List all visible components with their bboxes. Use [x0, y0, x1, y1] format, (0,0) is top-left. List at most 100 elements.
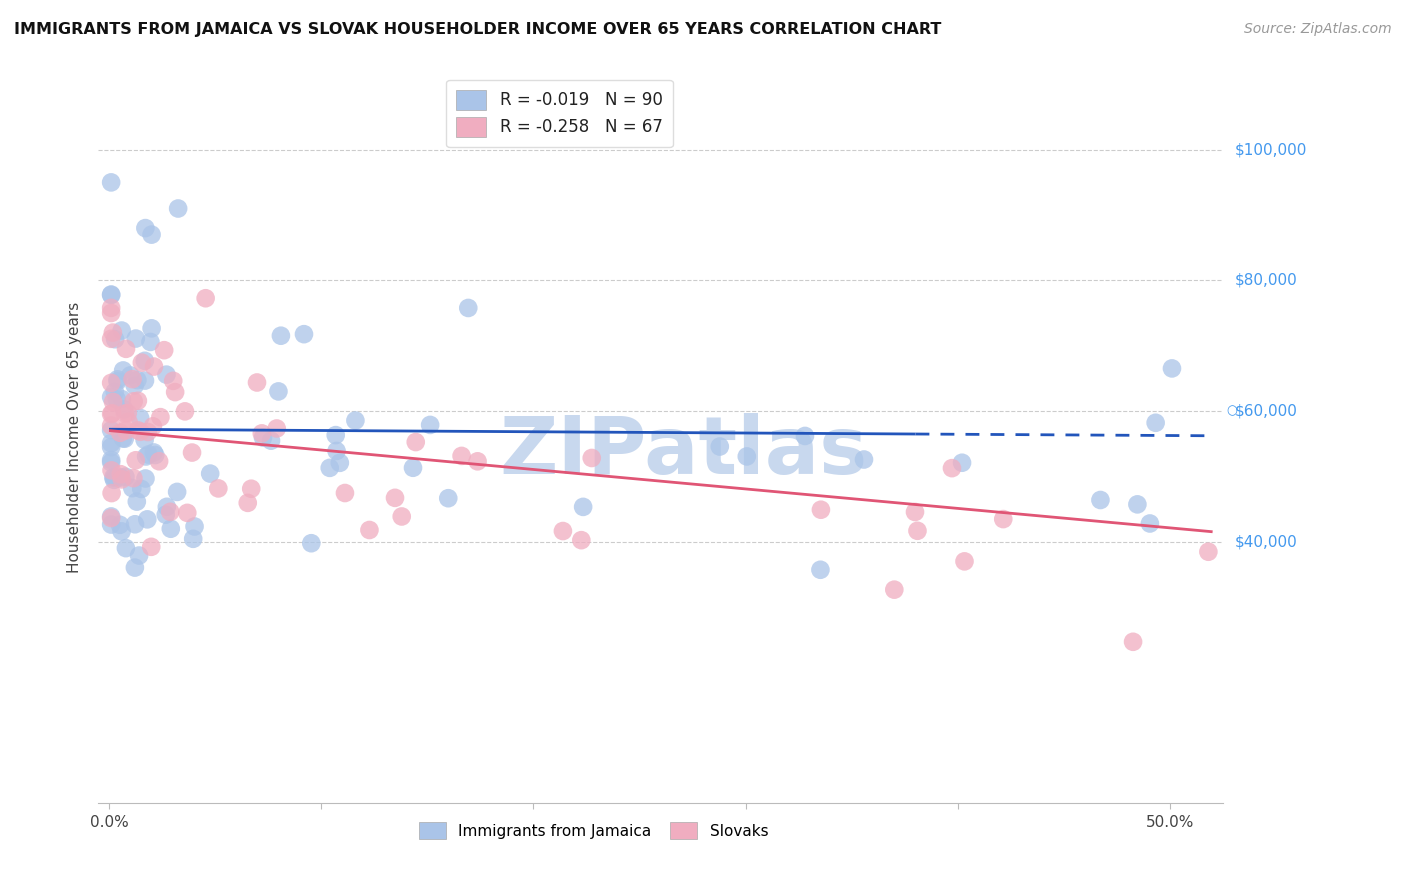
Point: [292, 327, 315, 342]
Point: [325, 428, 347, 442]
Point: [111, 472, 134, 486]
Text: $40,000: $40,000: [1234, 534, 1298, 549]
Point: [143, 448, 166, 462]
Point: [325, 444, 347, 458]
Point: [125, 494, 148, 508]
Point: [141, 227, 163, 242]
Point: [384, 491, 406, 505]
Point: [121, 372, 143, 386]
Point: [111, 324, 134, 338]
Point: [103, 473, 125, 487]
Point: [112, 402, 135, 417]
Point: [159, 505, 181, 519]
Point: [129, 482, 152, 496]
Point: [117, 415, 139, 429]
Point: [207, 482, 229, 496]
Point: [853, 452, 876, 467]
Point: [405, 435, 427, 450]
Legend: Immigrants from Jamaica, Slovaks: Immigrants from Jamaica, Slovaks: [411, 814, 776, 847]
Point: [134, 353, 156, 368]
Point: [103, 470, 125, 484]
Point: [572, 500, 595, 514]
Point: [176, 506, 198, 520]
Point: [143, 359, 166, 374]
Point: [1161, 361, 1184, 376]
Text: ZIPatlas: ZIPatlas: [499, 413, 868, 491]
Point: [131, 356, 153, 370]
Point: [270, 328, 292, 343]
Point: [252, 431, 274, 445]
Point: [810, 502, 832, 516]
Point: [198, 467, 221, 481]
Point: [344, 413, 367, 427]
Point: [260, 434, 283, 448]
Point: [1144, 416, 1167, 430]
Point: [359, 523, 381, 537]
Point: [100, 332, 122, 346]
Point: [735, 450, 758, 464]
Point: [581, 450, 603, 465]
Point: [100, 486, 122, 500]
Point: [100, 453, 122, 467]
Point: [117, 406, 139, 420]
Point: [100, 423, 122, 437]
Point: [1122, 635, 1144, 649]
Point: [904, 505, 927, 519]
Point: [101, 406, 124, 420]
Point: [100, 376, 122, 390]
Point: [127, 423, 149, 437]
Point: [467, 454, 489, 468]
Point: [124, 517, 146, 532]
Point: [155, 368, 177, 382]
Point: [1126, 497, 1149, 511]
Point: [101, 395, 124, 409]
Point: [125, 453, 148, 467]
Point: [114, 406, 136, 420]
Point: [121, 481, 143, 495]
Point: [100, 455, 122, 469]
Point: [551, 524, 574, 538]
Point: [124, 560, 146, 574]
Point: [391, 509, 413, 524]
Text: $100,000: $100,000: [1234, 142, 1306, 157]
Point: [135, 450, 157, 464]
Point: [883, 582, 905, 597]
Point: [100, 407, 122, 421]
Point: [107, 372, 129, 386]
Point: [111, 392, 134, 406]
Point: [101, 326, 124, 340]
Point: [236, 496, 259, 510]
Point: [108, 425, 131, 440]
Point: [329, 456, 352, 470]
Point: [136, 425, 159, 439]
Text: ○: ○: [1226, 404, 1237, 417]
Point: [100, 301, 122, 315]
Point: [127, 393, 149, 408]
Text: Source: ZipAtlas.com: Source: ZipAtlas.com: [1244, 22, 1392, 37]
Point: [1197, 545, 1219, 559]
Point: [437, 491, 460, 506]
Point: [153, 343, 176, 358]
Point: [100, 463, 122, 477]
Point: [134, 471, 156, 485]
Point: [794, 429, 817, 443]
Point: [110, 470, 132, 484]
Text: $80,000: $80,000: [1234, 273, 1298, 288]
Point: [142, 445, 165, 459]
Point: [419, 417, 441, 432]
Point: [103, 470, 125, 484]
Point: [100, 418, 122, 433]
Y-axis label: Householder Income Over 65 years: Householder Income Over 65 years: [67, 301, 83, 573]
Point: [402, 460, 425, 475]
Text: $60,000: $60,000: [1234, 403, 1298, 418]
Point: [115, 541, 138, 556]
Point: [181, 445, 204, 459]
Point: [122, 471, 145, 485]
Point: [114, 469, 136, 483]
Point: [709, 440, 731, 454]
Point: [941, 461, 963, 475]
Point: [100, 175, 122, 189]
Point: [907, 524, 929, 538]
Point: [142, 419, 165, 434]
Point: [134, 374, 156, 388]
